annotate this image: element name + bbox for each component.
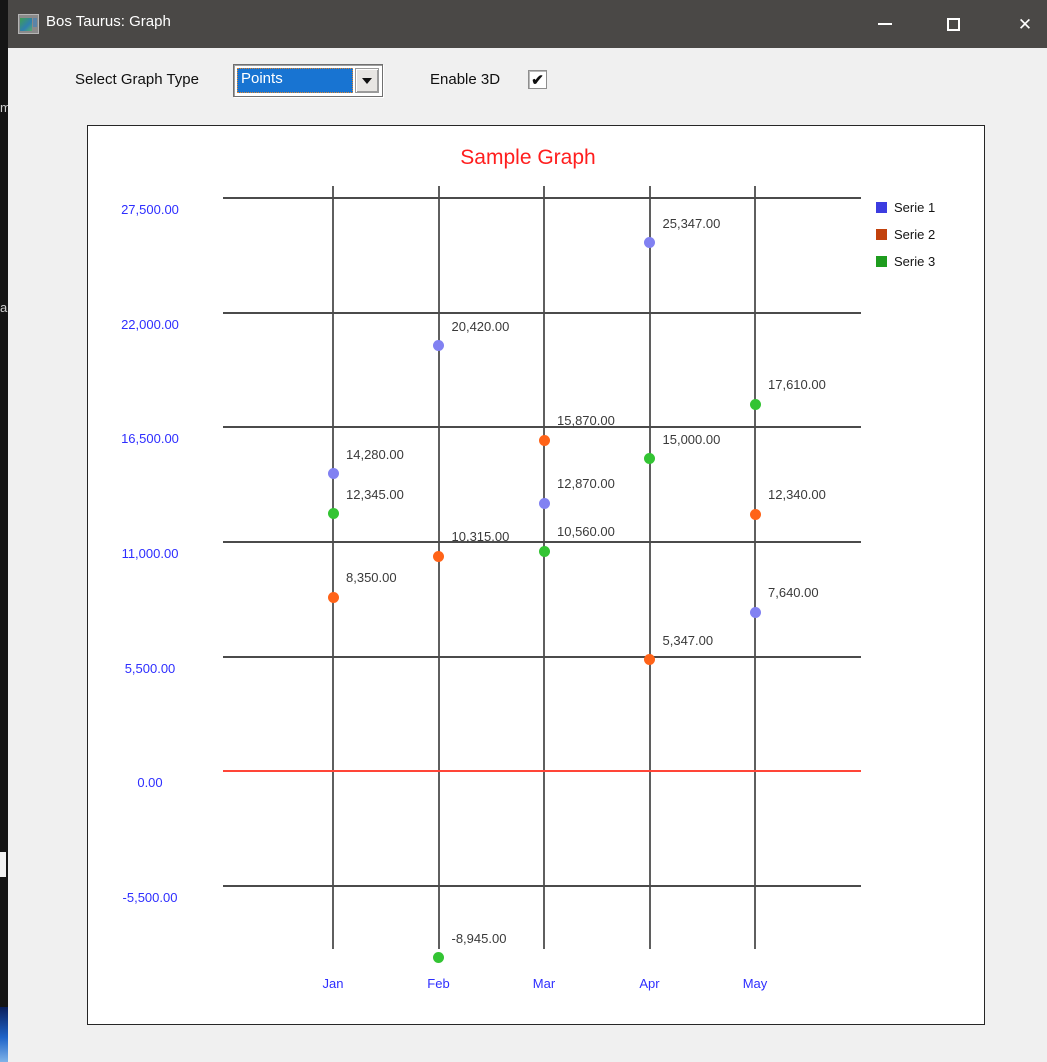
month-gridline bbox=[437, 186, 440, 949]
data-point-label: 15,870.00 bbox=[557, 413, 615, 429]
combobox-dropdown-button[interactable] bbox=[355, 68, 379, 93]
window-title: Bos Taurus: Graph bbox=[46, 13, 171, 30]
month-gridline bbox=[648, 186, 651, 949]
data-point-serie2-may bbox=[749, 508, 761, 520]
legend-label: Serie 1 bbox=[894, 200, 936, 215]
background-window-strip: m a bbox=[0, 0, 11, 1062]
data-point-serie1-jan bbox=[327, 468, 339, 480]
legend-swatch-icon bbox=[876, 229, 887, 240]
data-point-serie2-apr bbox=[644, 654, 655, 666]
graph-type-selected-value[interactable]: Points bbox=[237, 68, 353, 93]
data-point-label: 20,420.00 bbox=[451, 318, 510, 334]
legend-swatch-icon bbox=[876, 202, 887, 213]
y-gridline bbox=[223, 311, 861, 314]
maximize-button[interactable] bbox=[936, 0, 970, 48]
graph-type-label: Select Graph Type bbox=[75, 71, 199, 88]
legend-label: Serie 3 bbox=[894, 254, 936, 269]
data-point-serie1-mar bbox=[538, 497, 550, 509]
data-point-label: 8,350.00 bbox=[346, 570, 397, 586]
data-point-label: 12,870.00 bbox=[557, 476, 615, 491]
data-point-serie3-feb bbox=[433, 952, 444, 964]
legend-item: Serie 1 bbox=[876, 194, 935, 221]
data-point-serie1-may bbox=[749, 606, 761, 618]
graph-type-combobox[interactable]: Points bbox=[233, 64, 383, 97]
month-gridline bbox=[332, 186, 334, 949]
y-gridline bbox=[223, 541, 861, 543]
x-axis-tick-label: Jan bbox=[322, 976, 344, 991]
data-point-label: 7,640.00 bbox=[768, 585, 819, 601]
app-icon bbox=[18, 14, 39, 34]
data-point-label: 15,000.00 bbox=[662, 431, 721, 447]
month-gridline bbox=[754, 186, 756, 949]
data-point-label: 12,340.00 bbox=[768, 487, 826, 503]
y-axis-tick-label: 22,000.00 bbox=[121, 316, 179, 332]
x-axis-tick-label: Mar bbox=[532, 976, 556, 991]
minimize-button[interactable] bbox=[868, 0, 902, 48]
data-point-serie3-apr bbox=[644, 453, 655, 465]
y-axis-tick-label: 16,500.00 bbox=[121, 431, 179, 447]
minimize-icon bbox=[878, 23, 892, 25]
y-axis-tick-label: 27,500.00 bbox=[121, 202, 179, 217]
data-point-serie3-jan bbox=[327, 508, 339, 520]
x-axis-tick-label: Apr bbox=[639, 976, 660, 991]
legend-label: Serie 2 bbox=[894, 227, 936, 242]
data-point-label: 12,345.00 bbox=[346, 486, 404, 502]
chart-panel: Sample Graph Jan Feb Mar Apr May 27,500.00 22,… bbox=[87, 125, 985, 1025]
chart-legend: Serie 1 Serie 2 Serie 3 bbox=[876, 194, 935, 275]
y-axis-tick-label: -5,500.00 bbox=[122, 890, 178, 905]
data-point-label: 25,347.00 bbox=[662, 215, 721, 231]
data-point-label: 14,280.00 bbox=[346, 446, 404, 462]
y-gridline bbox=[223, 426, 861, 429]
month-gridline bbox=[543, 186, 545, 949]
titlebar: Bos Taurus: Graph ✕ bbox=[8, 0, 1047, 48]
data-point-label: 5,347.00 bbox=[662, 632, 714, 648]
x-axis-tick-label: May bbox=[742, 976, 768, 991]
enable-3d-label: Enable 3D bbox=[430, 71, 501, 88]
y-gridline bbox=[223, 655, 861, 658]
data-point-serie3-mar bbox=[538, 545, 550, 557]
close-icon: ✕ bbox=[1017, 14, 1033, 34]
background-text-fragment: m bbox=[0, 100, 11, 115]
data-point-label: 10,560.00 bbox=[557, 524, 615, 540]
background-fragment-rect bbox=[0, 852, 6, 877]
background-fragment-image bbox=[0, 1007, 9, 1062]
chevron-down-icon bbox=[362, 77, 372, 84]
chart-title: Sample Graph bbox=[460, 146, 596, 169]
legend-item: Serie 2 bbox=[876, 221, 935, 248]
app-icon-chart-glyph bbox=[20, 18, 32, 31]
data-point-serie1-feb bbox=[433, 340, 444, 352]
y-axis-tick-label: 0.00 bbox=[137, 775, 163, 791]
y-axis-tick-label: 5,500.00 bbox=[124, 660, 176, 676]
x-axis-tick-label: Feb bbox=[427, 976, 450, 991]
data-point-serie1-apr bbox=[644, 237, 655, 249]
data-point-serie2-jan bbox=[327, 591, 339, 603]
y-axis-tick-label: 11,000.00 bbox=[121, 546, 179, 561]
legend-item: Serie 3 bbox=[876, 248, 935, 275]
y-gridline bbox=[223, 885, 861, 887]
data-point-label: -8,945.00 bbox=[451, 930, 507, 946]
data-point-serie2-feb bbox=[433, 550, 444, 562]
data-point-serie3-may bbox=[749, 398, 761, 410]
legend-swatch-icon bbox=[876, 256, 887, 267]
data-point-label: 17,610.00 bbox=[768, 377, 826, 393]
app-icon-side-glyph bbox=[33, 18, 37, 27]
data-point-serie2-mar bbox=[538, 434, 550, 446]
close-button[interactable]: ✕ bbox=[1008, 0, 1042, 48]
background-text-fragment: a bbox=[0, 300, 8, 315]
app-window: Bos Taurus: Graph ✕ Select Graph Type Po… bbox=[8, 0, 1047, 1062]
zero-gridline bbox=[223, 770, 861, 773]
maximize-icon bbox=[946, 17, 960, 31]
y-gridline bbox=[223, 197, 861, 199]
data-point-label: 10,315.00 bbox=[451, 529, 510, 545]
enable-3d-checkbox[interactable]: ✔ bbox=[528, 70, 547, 89]
